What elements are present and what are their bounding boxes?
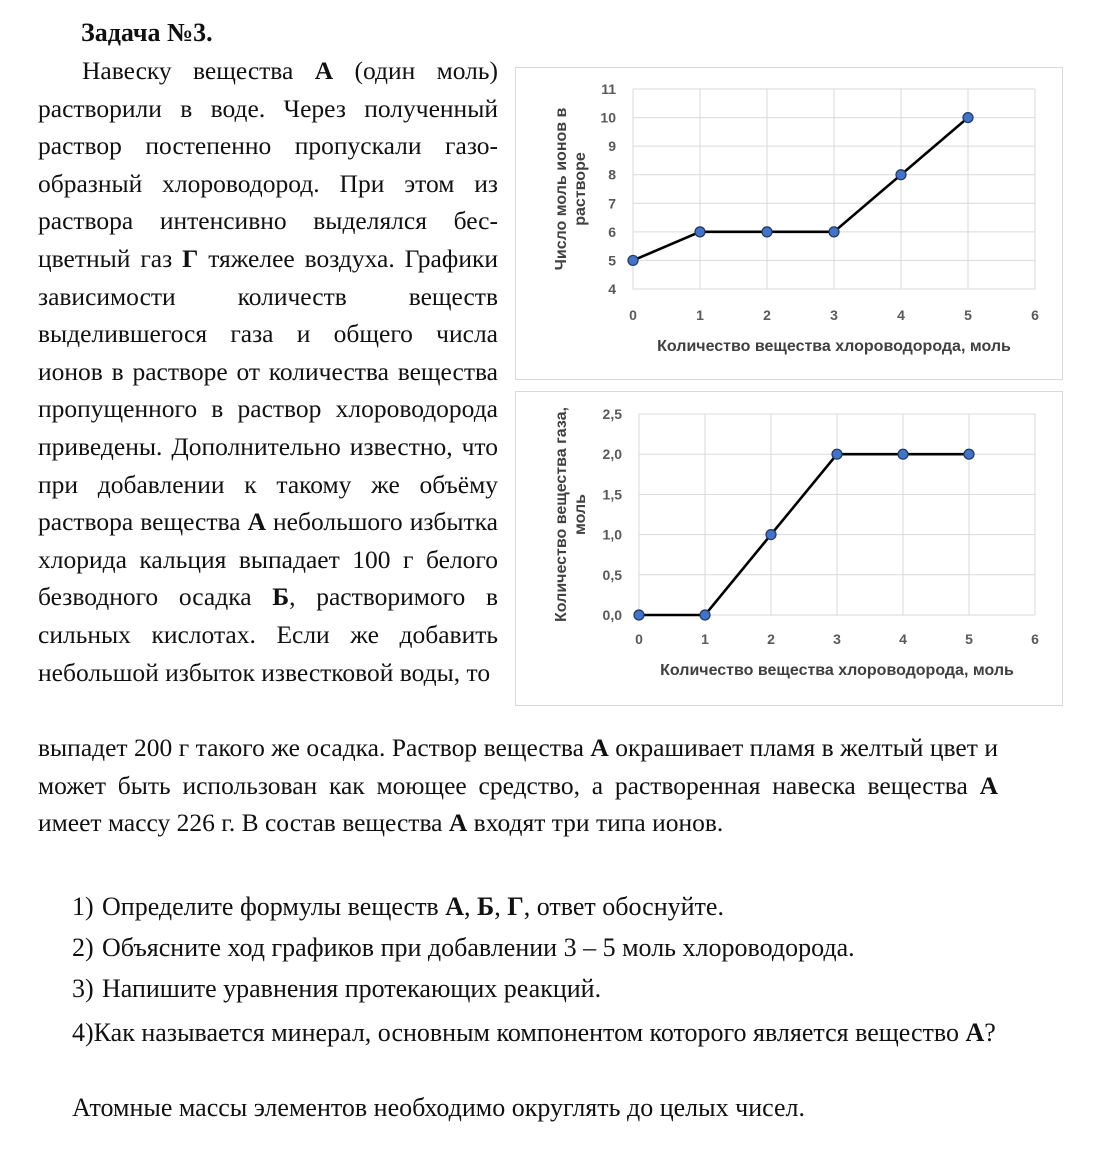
data-point (765, 529, 777, 541)
x-axis-label: Количество вещества хлороводорода, моль (660, 662, 1014, 679)
x-tick-label: 3 (833, 631, 841, 647)
chart-gas-svg: 0 1 2 3 4 5 6 0,0 0,5 1,0 1,5 2,0 2,5 Количество веще… (553, 406, 1039, 679)
substance-a: А (445, 892, 464, 921)
x-axis-label: Количество вещества хлороводорода, моль (657, 338, 1011, 355)
y-tick-label: 10 (600, 110, 616, 126)
text-segment: (один моль) растворили в воде. Через пол… (38, 56, 498, 273)
x-tick-label: 5 (964, 307, 972, 323)
substance-a: А (979, 770, 998, 800)
y-tick-label: 1,0 (603, 527, 623, 543)
question-number: 2) (72, 933, 94, 962)
y-tick-label: 11 (601, 81, 616, 97)
question-text: , ответ обоснуйте. (523, 892, 724, 921)
y-axis-label: Количество вещества газа, моль (553, 407, 589, 622)
problem-continuation: выпадет 200 г такого же осадка. Раствор … (38, 729, 998, 842)
y-axis-label-line: моль (572, 494, 589, 535)
y-tick-label: 5 (608, 252, 616, 268)
substance-a: А (590, 733, 609, 762)
problem-text: Навеску вещества А (один моль) растворил… (38, 52, 498, 691)
text-segment: имеет массу 226 г. В состав вещества (38, 808, 449, 838)
y-tick-label: 2,5 (603, 406, 623, 422)
x-tick-label: 0 (629, 307, 637, 323)
substance-a: А (448, 808, 468, 838)
y-tick-label: 4 (608, 281, 616, 297)
y-tick-label: 0,0 (603, 607, 623, 623)
data-point (828, 226, 840, 238)
x-tick-label: 3 (830, 307, 838, 323)
y-tick-label: 9 (608, 138, 616, 154)
x-tick-label: 2 (767, 631, 775, 647)
y-tick-label: 8 (608, 167, 616, 183)
x-tick-label: 1 (696, 307, 704, 323)
substance-a: А (314, 56, 334, 85)
text-segment: окрашивает пламя в жел­тый цвет и может … (38, 733, 998, 800)
separator: , (494, 892, 508, 921)
data-point (831, 448, 843, 460)
substance-g: Г (507, 892, 524, 921)
y-tick-label: 7 (608, 195, 616, 211)
substance-a: А (247, 507, 266, 537)
substance-b: Б (477, 892, 495, 921)
question-2: 2) Объясните ход графиков при добавлении … (72, 933, 855, 963)
question-4: 4)Как называется минерал, основным компо… (22, 1014, 1062, 1052)
y-tick-label: 2,0 (603, 446, 623, 462)
data-point (627, 254, 639, 267)
series-line (639, 452, 969, 617)
separator: , (464, 892, 477, 921)
x-tick-label: 6 (1031, 631, 1039, 647)
question-text: ? (984, 1018, 996, 1047)
data-point (761, 226, 773, 238)
text-segment: тяжелее воздуха. Гра­фики зависимости ко… (38, 243, 499, 537)
question-text: Определите формулы веществ (102, 892, 446, 921)
y-axis-label-line: Количество вещества газа, (553, 407, 570, 622)
problem-paragraph: Навеску вещества А (один моль) растворил… (38, 52, 498, 691)
data-point (633, 609, 645, 621)
question-text: Объясните ход графиков при добавлении 3 … (102, 933, 855, 962)
text-segment: выпадет 200 г такого же осадка. Раствор … (38, 733, 591, 762)
chart-ions: 0 1 2 3 4 5 6 4 5 6 7 8 9 10 11 Количество вещества хло… (515, 67, 1063, 380)
x-tick-label: 2 (763, 307, 771, 323)
text-segment: небольшого избытка хлорида кальция выпад… (38, 507, 498, 612)
text-segment: Навеску вещества (82, 56, 315, 85)
y-axis-label: Число моль ионов в растворе (553, 107, 589, 270)
x-tick-label: 4 (897, 307, 905, 323)
y-tick-label: 0,5 (603, 567, 623, 583)
question-text: Как называется минерал, основным компоне… (93, 1018, 966, 1047)
data-point (963, 448, 975, 460)
question-1: 1) Определите формулы веществ А, Б, Г, от… (72, 892, 724, 922)
substance-b: Б (272, 582, 290, 612)
question-3: 3) Напишите уравнения протекающих реакций… (72, 974, 601, 1004)
text-segment: , растворимого в сильных кислотах. Если … (38, 582, 499, 687)
question-number: 1) (72, 892, 94, 921)
y-axis-label-line: Число моль ионов в (553, 107, 570, 270)
x-tick-label: 6 (1031, 307, 1039, 323)
chart-gas: 0 1 2 3 4 5 6 0,0 0,5 1,0 1,5 2,0 2,5 Количество веще… (515, 391, 1063, 706)
substance-a: А (965, 1018, 985, 1047)
atomic-mass-note: Атомные массы элементов необходимо округ… (72, 1093, 805, 1122)
data-point (897, 448, 909, 460)
data-point (895, 169, 907, 181)
data-point (694, 226, 706, 238)
question-number: 3) (72, 974, 94, 1003)
y-tick-label: 6 (608, 224, 616, 240)
question-text: Напишите уравнения протекающих реакций. (102, 974, 602, 1003)
task-title: Задача №3. (81, 18, 213, 47)
text-segment: входят три типа ионов. (467, 808, 724, 838)
y-tick-label: 1,5 (603, 486, 623, 502)
x-tick-label: 4 (899, 631, 907, 647)
y-axis-label-line: растворе (572, 152, 589, 226)
x-tick-label: 1 (701, 631, 709, 647)
substance-g: Г (182, 243, 199, 273)
x-tick-label: 0 (635, 631, 643, 647)
chart-ions-svg: 0 1 2 3 4 5 6 4 5 6 7 8 9 10 11 Количество вещества хло… (553, 81, 1039, 355)
x-tick-label: 5 (965, 631, 973, 647)
question-number: 4) (72, 1018, 94, 1047)
data-point (962, 111, 974, 124)
data-point (699, 609, 711, 621)
series-line (632, 116, 969, 262)
